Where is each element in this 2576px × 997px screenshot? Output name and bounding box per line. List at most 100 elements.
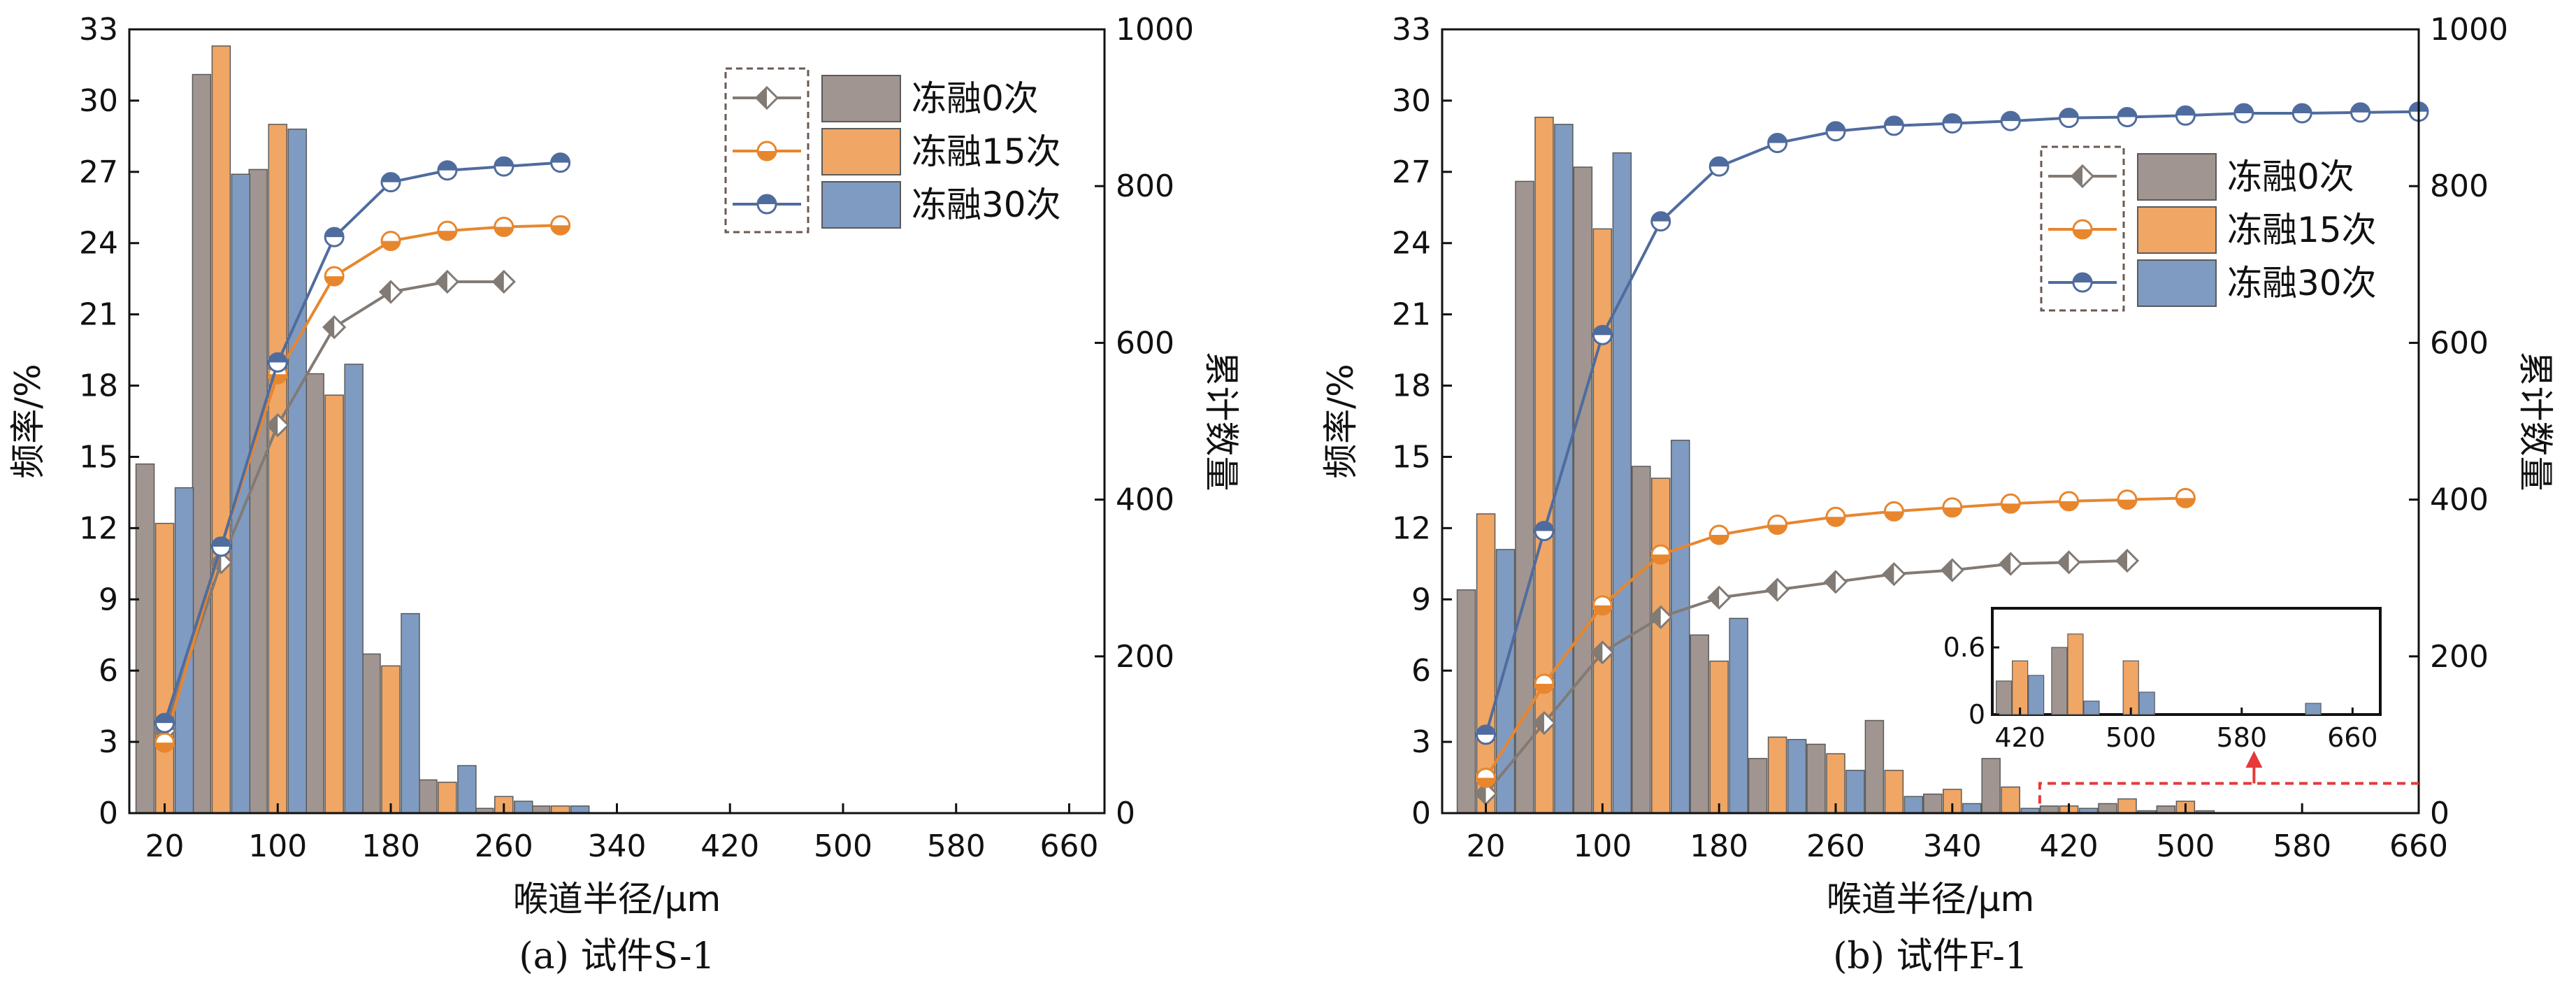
legend-swatch-0-0	[821, 75, 901, 122]
cum-point-1-0-5-fill	[1766, 579, 1778, 601]
y2-tick-label-0-1: 200	[1116, 639, 1174, 675]
inset-y-tick-label-1: 0.6	[1943, 632, 1985, 663]
y-tick-label-0-5: 15	[79, 439, 118, 475]
y-tick-label-1-4: 12	[1392, 510, 1431, 546]
cum-point-1-2-14-fill	[2293, 103, 2312, 113]
y-tick-label-0-4: 12	[79, 510, 118, 546]
zoom-arrow-head	[2245, 751, 2263, 768]
bar-0-0-5	[418, 779, 438, 814]
bar-1-0-12	[2156, 805, 2176, 814]
inset-frame	[1991, 607, 2382, 716]
plot-frame-1	[1441, 28, 2420, 815]
legend-marker-1-2-fill	[2073, 273, 2092, 282]
cum-point-1-0-7-fill	[1883, 564, 1894, 585]
inset-chart: 420 500 580 660 0 0.6	[1943, 607, 2419, 804]
bar-1-0-3	[1632, 466, 1651, 814]
cum-point-1-1-3-fill	[1651, 554, 1670, 564]
cum-point-1-2-1-fill	[1534, 522, 1553, 531]
legend-line-box-1	[2040, 145, 2125, 312]
bar-1-1-4	[1709, 660, 1729, 814]
bar-0-0-4	[361, 653, 381, 814]
bar-1-1-3	[1651, 478, 1671, 814]
x-axis-label-1: 喉道半径/μm	[1827, 879, 2034, 919]
inset-bar-1-0	[2012, 660, 2029, 715]
cum-point-0-2-4-fill	[382, 173, 401, 182]
bar-0-1-5	[438, 782, 457, 814]
cum-point-1-1-10-fill	[2059, 501, 2078, 510]
zoom-region-outline	[2038, 782, 2419, 804]
x-tick-label-1-8: 660	[2389, 829, 2448, 864]
bar-1-2-5	[1787, 738, 1807, 814]
x-tick-label-0-8: 660	[1039, 829, 1098, 864]
x-tick-label-1-0: 20	[1467, 829, 1506, 864]
cum-point-1-2-7-fill	[1885, 116, 1904, 126]
y2-tick-label-0-2: 400	[1116, 482, 1174, 518]
y2-axis-label-1: 累计数量	[2515, 352, 2556, 492]
inset-x-tick-label-1: 500	[2106, 722, 2157, 753]
legend-swatch-1-1	[2137, 206, 2217, 254]
y-tick-label-1-0: 0	[1411, 796, 1431, 831]
cum-point-0-2-5-fill	[438, 161, 456, 171]
cum-point-1-2-6-fill	[1826, 122, 1845, 131]
y2-tick-label-0-0: 0	[1116, 796, 1135, 831]
cum-point-1-0-4-fill	[1708, 587, 1720, 608]
cum-point-1-2-3-fill	[1651, 212, 1670, 222]
bar-0-1-3	[324, 394, 344, 814]
bar-1-1-5	[1767, 736, 1787, 814]
cum-point-1-2-9-fill	[2001, 112, 2020, 122]
cum-point-0-1-6-fill	[494, 227, 513, 236]
legend-marker-1-0-fill	[2072, 166, 2082, 187]
cum-point-1-2-15-fill	[2351, 103, 2370, 113]
cum-point-1-0-10-fill	[2058, 552, 2069, 573]
y-tick-label-1-9: 27	[1392, 155, 1431, 190]
y2-tick-label-0-3: 600	[1116, 325, 1174, 361]
y-axis-label-1: 频率/%	[1321, 364, 1361, 478]
inset-bar-1-1	[2067, 633, 2084, 715]
y-tick-label-1-1: 3	[1411, 724, 1431, 760]
legend-marker-0-1-fill	[758, 151, 776, 160]
legend-label-1-0: 冻融0次	[2227, 157, 2354, 197]
cum-point-1-2-2-fill	[1593, 326, 1612, 336]
inset-bar-2-1	[2083, 701, 2100, 715]
bar-1-0-8	[1923, 794, 1943, 814]
y2-axis-label-0: 累计数量	[1201, 352, 1242, 492]
cum-point-1-2-4-fill	[1710, 157, 1729, 167]
legend-swatch-1-2	[2137, 259, 2217, 307]
cum-point-0-2-2-fill	[268, 353, 287, 363]
inset-x-tick-label-2: 580	[2217, 722, 2268, 753]
bar-1-0-10	[2039, 805, 2059, 814]
cum-point-1-1-7-fill	[1885, 511, 1904, 521]
cum-point-1-0-3-fill	[1650, 606, 1661, 628]
cum-point-0-0-2-fill	[267, 415, 278, 436]
bar-1-1-1	[1534, 116, 1554, 814]
y-tick-label-0-8: 24	[79, 226, 118, 261]
x-axis-label-0: 喉道半径/μm	[513, 879, 721, 919]
cum-point-0-0-5-fill	[436, 271, 447, 292]
x-tick-label-0-1: 100	[248, 829, 307, 864]
bar-0-2-1	[231, 173, 251, 814]
y2-tick-label-1-1: 200	[2430, 639, 2489, 675]
bar-1-0-7	[1864, 719, 1885, 814]
bar-0-2-5	[457, 765, 477, 814]
cum-point-1-2-10-fill	[2059, 108, 2078, 118]
y2-tick-label-0-5: 1000	[1116, 12, 1194, 48]
bar-0-1-7	[550, 805, 570, 814]
y-tick-label-1-7: 21	[1392, 297, 1431, 333]
cum-point-0-2-3-fill	[325, 228, 344, 238]
bar-0-2-3	[344, 364, 364, 814]
legend-marker-0-2-fill	[758, 195, 776, 204]
cum-point-1-2-12-fill	[2176, 106, 2195, 116]
cum-point-1-1-11-fill	[2117, 499, 2136, 509]
bar-0-2-6	[514, 801, 533, 814]
x-tick-label-1-2: 180	[1690, 829, 1748, 864]
y2-tick-label-1-0: 0	[2430, 796, 2449, 831]
x-tick-label-0-4: 340	[588, 829, 647, 864]
y-tick-label-0-6: 18	[79, 368, 118, 404]
y-tick-label-0-11: 33	[79, 12, 118, 48]
y-tick-label-1-8: 24	[1392, 226, 1431, 261]
y-tick-label-0-10: 30	[79, 83, 118, 119]
y2-tick-label-1-3: 600	[2430, 325, 2489, 361]
bar-1-1-0	[1476, 513, 1496, 814]
bar-1-0-1	[1515, 180, 1534, 814]
legend-swatch-0-2	[821, 181, 901, 229]
